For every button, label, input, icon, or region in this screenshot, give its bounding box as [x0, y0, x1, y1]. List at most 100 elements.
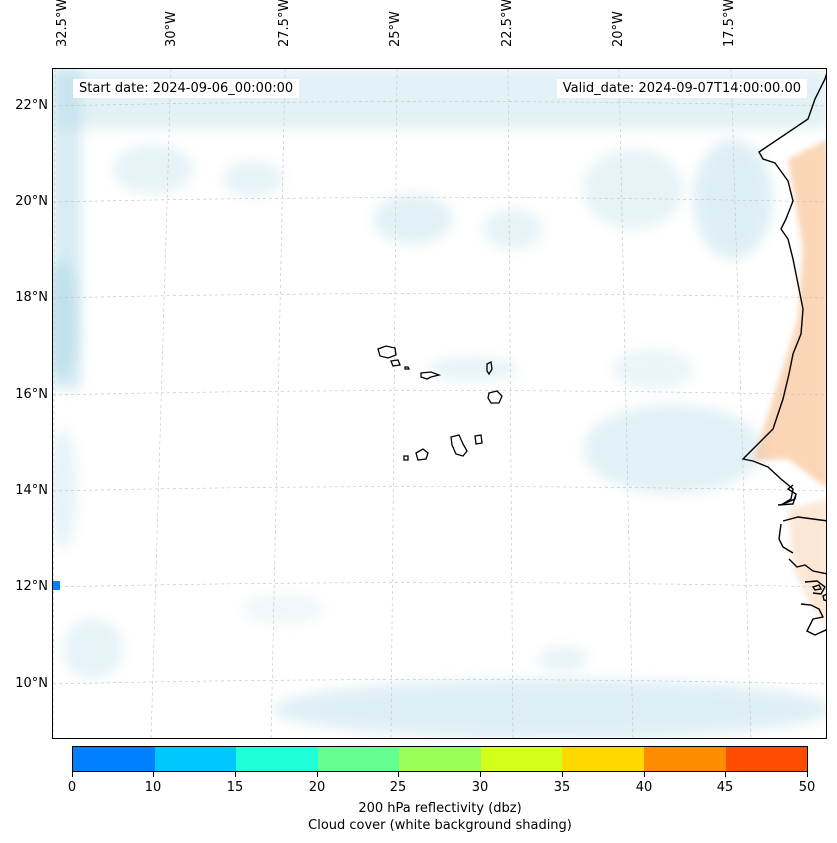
colorbar-subtitle: Cloud cover (white background shading): [308, 818, 572, 833]
meridian: [618, 69, 634, 738]
colorbar-tick-label: 35: [553, 780, 571, 795]
lat-label-16n: 16°N: [15, 387, 48, 402]
parallel: [53, 390, 826, 396]
cloud-blob: [53, 259, 77, 379]
colorbar-segment: [725, 747, 808, 771]
colorbar-tick: [317, 772, 318, 777]
parallel: [53, 582, 826, 588]
lon-label-22-5w: 22.5°W: [500, 0, 520, 62]
island-brava: [403, 455, 409, 461]
meridian: [53, 69, 56, 738]
island-santiago: [450, 434, 468, 457]
colorbar-segment: [480, 747, 563, 771]
lon-label-text: 17.5°W: [722, 0, 737, 47]
island-santo-antao: [377, 345, 397, 359]
island-fogo: [415, 448, 429, 461]
colorbar-tick-label: 20: [308, 780, 326, 795]
parallel: [53, 101, 826, 107]
lon-label-text: 27.5°W: [277, 0, 292, 47]
cape-verde-islands: [377, 345, 503, 461]
island-boa-vista: [487, 390, 503, 404]
lat-label-12n: 12°N: [15, 579, 48, 594]
meridian: [150, 69, 172, 738]
colorbar-segment: [154, 747, 237, 771]
cloud-blob: [428, 357, 518, 381]
cloud-blob: [53, 429, 77, 549]
cloud-blob: [583, 404, 763, 494]
cloud-band-top: [53, 69, 826, 129]
colorbar-segment: [236, 747, 318, 771]
lon-label-17-5w: 17.5°W: [722, 0, 742, 62]
colorbar-tick: [480, 772, 481, 777]
lat-label-20n: 20°N: [15, 194, 48, 209]
africa-coastline: [741, 73, 826, 636]
colorbar-tick: [153, 772, 154, 777]
colorbar-segment: [73, 747, 155, 771]
cloud-blob: [538, 647, 588, 671]
colorbar-tick: [235, 772, 236, 777]
coast-guinea-bissau: [778, 516, 826, 575]
lon-label-text: 32.5°W: [55, 0, 70, 47]
lon-label-text: 25°W: [388, 11, 403, 47]
colorbar-title: 200 hPa reflectivity (dbz): [358, 801, 522, 816]
parallel: [53, 293, 826, 299]
island-sal: [486, 361, 493, 376]
cloud-blob: [373, 194, 453, 244]
lon-label-20w: 20°W: [611, 0, 631, 62]
lon-label-text: 22.5°W: [500, 0, 515, 47]
cloud-blob: [583, 149, 683, 229]
coast-mauritania-senegal: [741, 73, 826, 506]
meridian: [390, 69, 398, 738]
meridian: [270, 69, 286, 738]
colorbar-tick: [562, 772, 563, 777]
coast-guinea: [800, 580, 826, 636]
colorbar-tick-label: 50: [798, 780, 816, 795]
meridian: [730, 69, 752, 738]
colorbar-tick-label: 45: [716, 780, 734, 795]
cloud-blob: [243, 594, 323, 624]
map-panel: Start date: 2024-09-06_00:00:00 Valid_da…: [52, 68, 827, 739]
lon-label-32-5w: 32.5°W: [55, 0, 75, 62]
cloud-blob: [273, 679, 826, 738]
lon-label-text: 30°W: [164, 11, 179, 47]
colorbar-tick-label: 0: [67, 780, 77, 795]
colorbar-tick-label: 15: [226, 780, 244, 795]
land-shading: [753, 140, 826, 627]
colorbar-segment: [317, 747, 400, 771]
island-sao-nicolau: [420, 371, 442, 380]
cloud-blob: [223, 161, 283, 197]
lon-label-30w: 30°W: [164, 0, 184, 62]
meridian: [507, 69, 514, 738]
colorbar-tick: [725, 772, 726, 777]
cloud-cover-shading: [53, 69, 826, 738]
cloud-blob: [693, 139, 773, 259]
land-shading-africa: [753, 140, 826, 488]
colorbar-tick: [644, 772, 645, 777]
island-sao-vicente: [390, 359, 401, 367]
colorbar: [72, 746, 808, 772]
colorbar-segment: [562, 747, 644, 771]
colorbar-tick-label: 25: [389, 780, 407, 795]
cloud-blob: [483, 209, 543, 249]
land-shading-africa-south: [788, 499, 826, 627]
reflectivity-marker: [53, 581, 60, 590]
cloud-blob: [613, 349, 693, 389]
coast-gambia: [777, 484, 797, 506]
cloud-blob: [113, 144, 193, 194]
island-santa-luzia: [404, 366, 411, 370]
lat-label-14n: 14°N: [15, 483, 48, 498]
lon-label-27-5w: 27.5°W: [277, 0, 297, 62]
parallel: [53, 197, 826, 203]
lat-label-10n: 10°N: [15, 676, 48, 691]
cloud-blob: [63, 619, 123, 679]
map-canvas: [53, 69, 826, 738]
lon-label-text: 20°W: [611, 11, 626, 47]
parallel: [53, 486, 826, 492]
colorbar-tick: [398, 772, 399, 777]
lat-label-22n: 22°N: [15, 98, 48, 113]
colorbar-tick-label: 40: [635, 780, 653, 795]
colorbar-tick-label: 30: [471, 780, 489, 795]
island-maio: [474, 434, 483, 445]
colorbar-tick-label: 10: [144, 780, 162, 795]
graticule: [53, 69, 826, 738]
